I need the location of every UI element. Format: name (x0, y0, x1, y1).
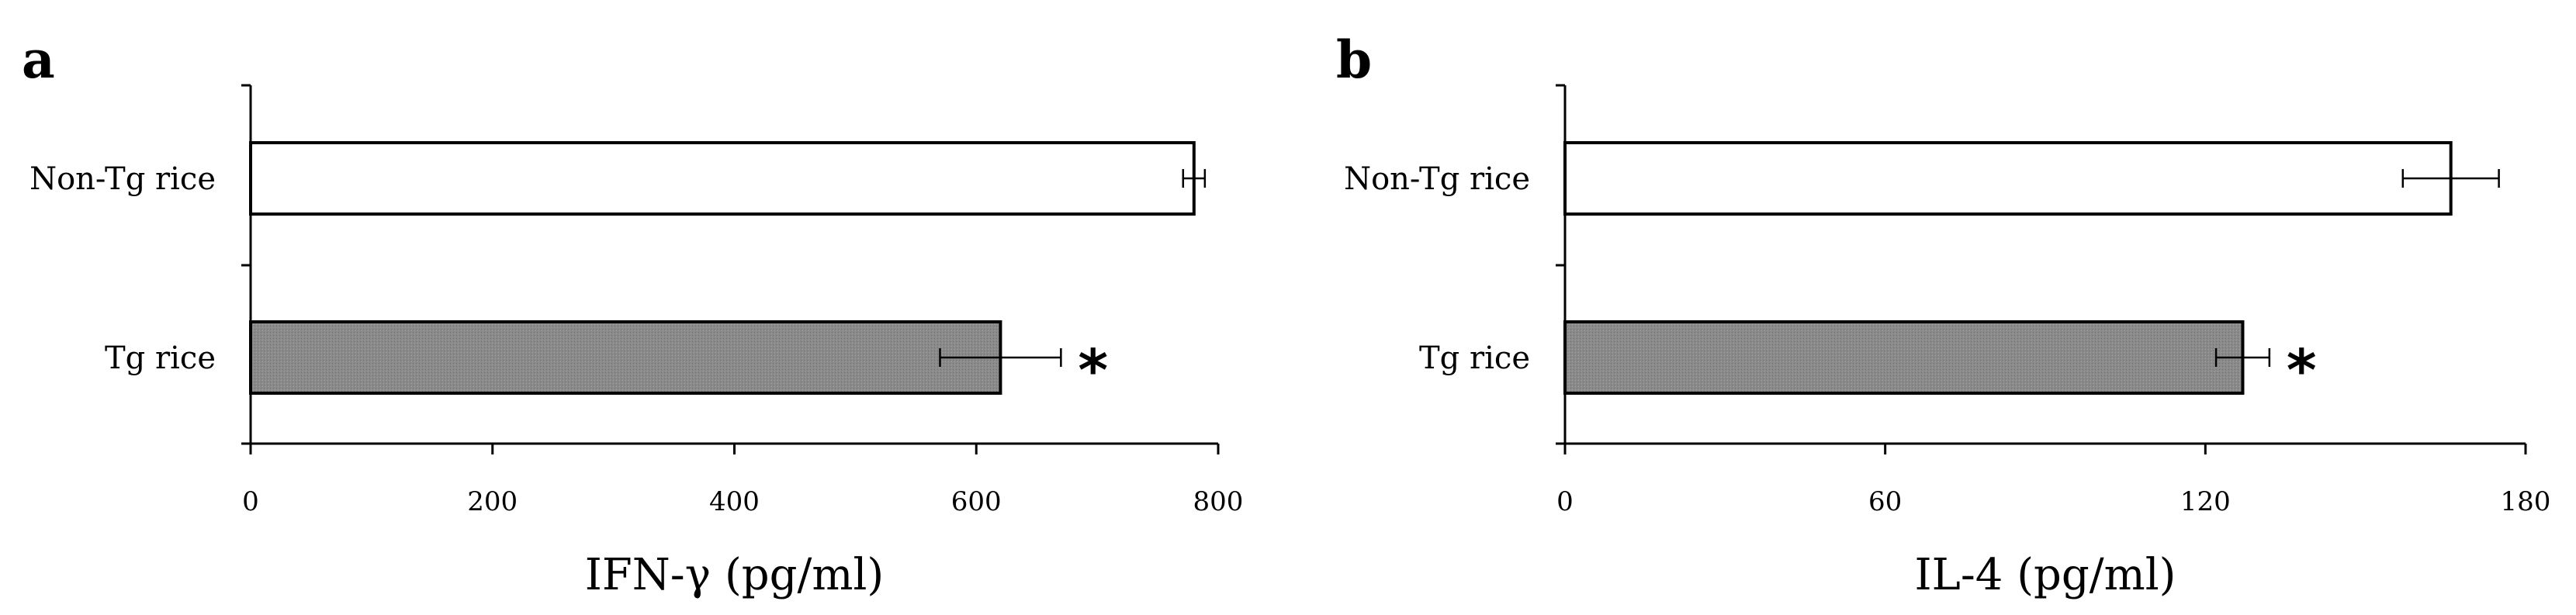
category-label: Tg rice (1419, 340, 1530, 376)
x-tick-label: 120 (2180, 486, 2231, 517)
panel-a: a 0 200 400 600 800 Non-Tg rice Tg rice * IFN-γ (… (22, 29, 1243, 600)
significance-marker: * (1078, 337, 1108, 404)
x-axis-title: IFN-γ (pg/ml) (585, 550, 884, 600)
category-label: Non-Tg rice (29, 161, 216, 197)
x-tick-label: 600 (951, 486, 1002, 517)
category-label: Tg rice (105, 340, 216, 376)
significance-marker: * (2287, 337, 2317, 404)
category-label: Non-Tg rice (1344, 161, 1530, 197)
x-axis-title: IL-4 (pg/ml) (1915, 550, 2176, 600)
bar-non-tg-rice (1563, 141, 2453, 216)
bar-non-tg-rice (249, 141, 1196, 216)
x-tick-label: 0 (242, 486, 259, 517)
x-tick-label: 180 (2501, 486, 2551, 517)
x-tick-label: 60 (1868, 486, 1902, 517)
panel-letter: b (1336, 29, 1372, 90)
x-tick-label: 0 (1556, 486, 1574, 517)
bar-tg-rice (1563, 320, 2245, 395)
bar-tg-rice (249, 320, 1002, 395)
x-tick-label: 400 (709, 486, 760, 517)
panel-letter: a (22, 29, 55, 90)
x-tick-label: 800 (1193, 486, 1244, 517)
x-tick-label: 200 (467, 486, 518, 517)
panel-b: b 0 60 120 180 Non-Tg rice Tg rice * IL-4 (pg/ml… (1336, 29, 2550, 600)
